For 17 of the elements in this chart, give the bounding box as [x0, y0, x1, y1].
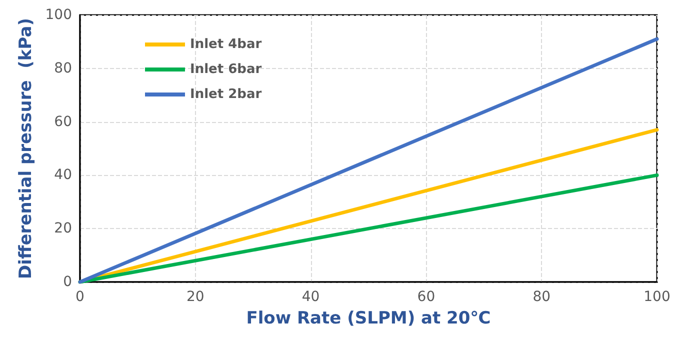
y-tick-label: 0 [63, 274, 72, 290]
x-tick-label: 40 [302, 289, 320, 305]
x-axis-title: Flow Rate (SLPM) at 20℃ [246, 308, 491, 328]
x-tick-label: 0 [76, 289, 84, 305]
legend-label: Inlet 2bar [190, 87, 262, 102]
y-tick-label: 80 [54, 60, 72, 76]
y-tick-label: 100 [45, 7, 72, 23]
x-tick-label: 60 [417, 289, 436, 305]
x-tick-label: 20 [186, 289, 204, 305]
y-tick-label: 20 [54, 220, 72, 237]
x-tick-label: 100 [644, 289, 670, 305]
x-tick-label: 80 [532, 289, 551, 305]
legend-label: Inlet 4bar [190, 37, 262, 52]
y-tick-label: 60 [54, 114, 72, 130]
y-tick-label: 40 [54, 167, 72, 184]
y-axis-title: Differential pressure (kPa) [16, 18, 36, 279]
legend-label: Inlet 6bar [190, 62, 262, 77]
